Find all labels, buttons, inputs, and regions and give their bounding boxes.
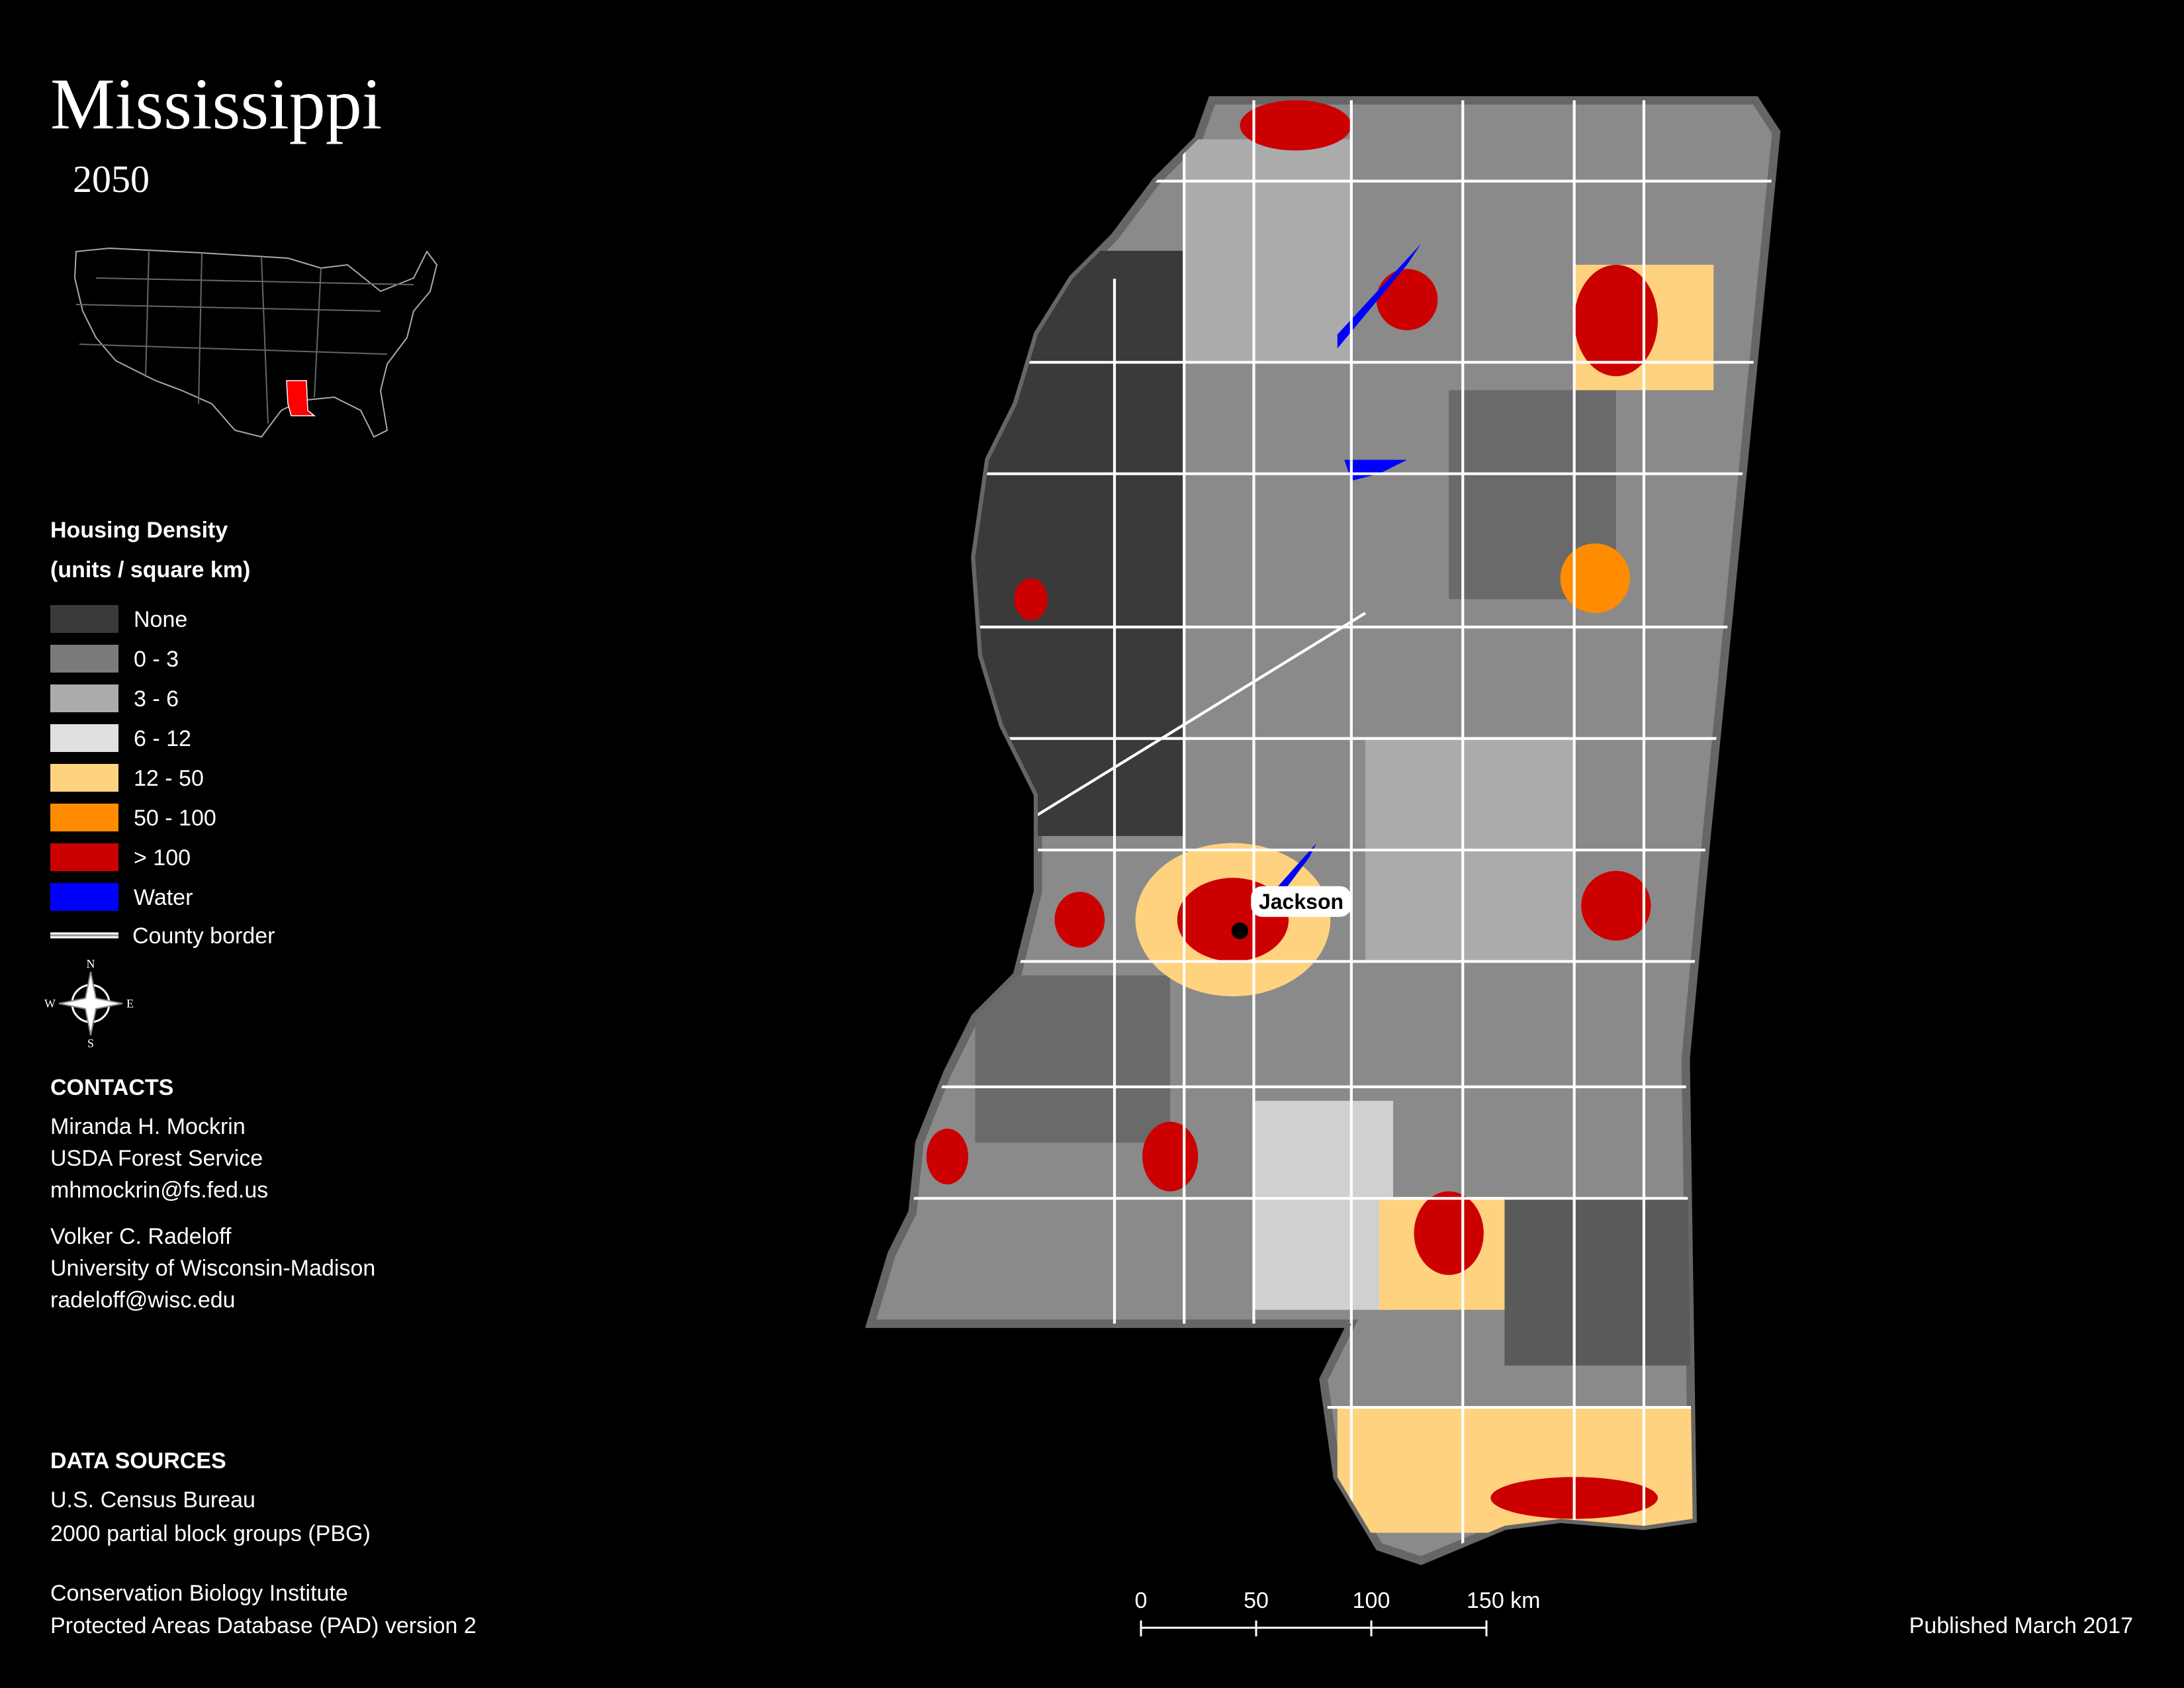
legend-swatch — [50, 804, 118, 831]
map-title: Mississippi — [50, 64, 382, 144]
compass-s: S — [87, 1037, 94, 1050]
legend-swatch — [50, 843, 118, 871]
city-dot — [1231, 922, 1249, 939]
compass: N E S W — [44, 957, 134, 1050]
legend-label: 6 - 12 — [134, 726, 191, 751]
compass-n: N — [87, 957, 95, 970]
scale-label: 50 — [1244, 1588, 1269, 1613]
source-line: U.S. Census Bureau — [50, 1487, 255, 1513]
sources: U.S. Census Bureau 2000 partial block gro… — [50, 1487, 477, 1638]
legend-label: None — [134, 607, 187, 632]
contact-name: Volker C. Radeloff — [50, 1224, 232, 1249]
compass-e: E — [126, 997, 134, 1010]
source-line: Protected Areas Database (PAD) version 2 — [50, 1613, 477, 1638]
legend-label: 3 - 6 — [134, 686, 179, 712]
legend-swatch — [50, 605, 118, 633]
legend-label: > 100 — [134, 845, 191, 870]
contact-name: Miranda H. Mockrin — [50, 1114, 246, 1139]
contacts-title: CONTACTS — [50, 1075, 173, 1100]
legend-swatch — [50, 764, 118, 792]
legend-units: (units / square km) — [50, 557, 250, 583]
legend-title: Housing Density — [50, 518, 228, 543]
contacts: Miranda H. Mockrin USDA Forest Service mhm… — [50, 1114, 375, 1313]
contact-email: radeloff@wisc.edu — [50, 1288, 236, 1313]
legend-swatch — [50, 883, 118, 911]
scale-label: 150 km — [1467, 1588, 1541, 1613]
legend-label: 0 - 3 — [134, 647, 179, 672]
scale-ticks: 0 50 100 150 km — [1135, 1588, 1541, 1636]
legend: None 0 - 3 3 - 6 6 - 12 12 - 50 50 - 100 > 100… — [50, 605, 216, 911]
contact-email: mhmockrin@fs.fed.us — [50, 1178, 268, 1203]
city-label: Jackson — [1259, 890, 1343, 914]
compass-w: W — [44, 997, 56, 1010]
legend-swatch — [50, 724, 118, 752]
legend-label: Water — [134, 885, 193, 910]
legend-swatch — [50, 684, 118, 712]
us-inset — [73, 247, 438, 438]
scale-label: 0 — [1135, 1588, 1148, 1613]
source-line: 2000 partial block groups (PBG) — [50, 1521, 371, 1546]
state-map — [865, 96, 1781, 1566]
scale-label: 100 — [1353, 1588, 1390, 1613]
legend-swatch — [50, 645, 118, 673]
legend-label: 12 - 50 — [134, 766, 204, 791]
published-note: Published March 2017 — [1909, 1613, 2133, 1638]
legend-label: County border — [132, 923, 275, 949]
map-subtitle: 2050 — [73, 158, 150, 201]
source-line: Conservation Biology Institute — [50, 1581, 348, 1606]
contact-org: USDA Forest Service — [50, 1146, 263, 1171]
sources-title: DATA SOURCES — [50, 1448, 226, 1474]
city-label-bg — [1251, 886, 1351, 917]
legend-label: 50 - 100 — [134, 806, 216, 831]
contact-org: University of Wisconsin-Madison — [50, 1256, 375, 1281]
